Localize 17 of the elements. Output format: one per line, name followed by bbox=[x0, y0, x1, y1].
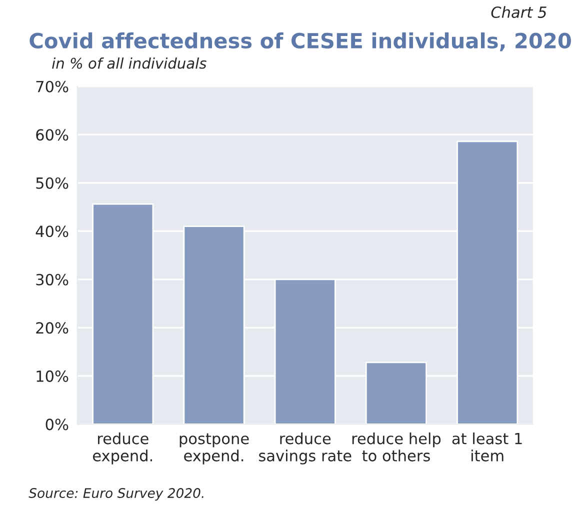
x-tick-label: reduce expend. bbox=[92, 432, 152, 464]
y-tick-label: 0% bbox=[46, 418, 68, 430]
y-tick-label: 10% bbox=[36, 370, 68, 382]
y-tick-label: 60% bbox=[36, 129, 68, 141]
source-note: Source: Euro Survey 2020. bbox=[28, 488, 204, 501]
chart-subtitle: in % of all individuals bbox=[52, 58, 206, 69]
x-tick-label: reduce savings rate bbox=[259, 432, 352, 464]
caption: Chart 5 bbox=[491, 6, 546, 18]
y-tick-label: 70% bbox=[36, 80, 68, 92]
x-tick-label: postpone expend. bbox=[180, 433, 249, 464]
y-tick-label: 40% bbox=[36, 226, 68, 238]
chart-title: Covid affectedness of CESEE individuals, 2020 bbox=[30, 32, 571, 52]
y-tick-label: 50% bbox=[36, 177, 68, 189]
x-tick-label: reduce help to others bbox=[352, 432, 441, 462]
y-tick-label: 30% bbox=[36, 274, 68, 286]
y-tick-label: 20% bbox=[36, 322, 68, 334]
x-tick-label: at least 1 item bbox=[452, 432, 522, 462]
